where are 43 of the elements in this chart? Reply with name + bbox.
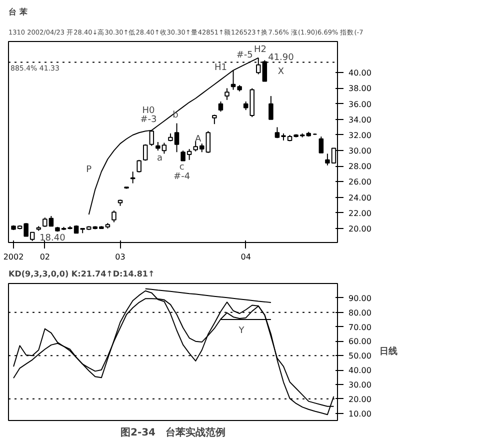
y-tick-label: 80.00 (348, 308, 372, 318)
y-tick-label: 26.00 (348, 178, 372, 187)
y-tick-label: 28.00 (348, 162, 372, 172)
y-tick-label: 70.00 (348, 322, 372, 332)
y-tick-label: 50.00 (348, 352, 372, 361)
x-tick-label: 04 (240, 252, 251, 262)
y-tick-label: 40.00 (348, 68, 372, 78)
y-tick-label: 38.00 (348, 84, 372, 94)
y-tick-label: 40.00 (348, 366, 372, 376)
y-tick-label: 30.00 (348, 146, 372, 156)
annotation: b (172, 110, 179, 121)
annotation: H1 (214, 62, 227, 73)
annotation: c (179, 162, 184, 173)
y-tick-label: 20.00 (348, 224, 372, 234)
annotation: X (278, 66, 284, 77)
chart-title: 台 苯 (8, 8, 28, 16)
x-tick-label: 03 (115, 252, 126, 262)
annotation: Y (238, 326, 245, 336)
chart-title: KD(9,3,3,0,0) K:21.74↑D:14.81↑ (8, 270, 155, 278)
annotation: #-3 (140, 115, 157, 126)
annotation: 18.40 (40, 234, 66, 244)
y-tick-label: 36.00 (348, 100, 372, 109)
annotation: #-4 (174, 172, 190, 182)
y-tick-label: 22.00 (348, 208, 372, 218)
annotation: H0 (142, 106, 156, 116)
y-tick-label: 30.00 (348, 380, 372, 390)
x-tick-label: 02 (40, 252, 50, 262)
annotation: #-5 (236, 50, 253, 61)
y-tick-label: 90.00 (348, 294, 372, 303)
annotation: P (86, 165, 92, 176)
annotation: a (157, 153, 163, 164)
x-tick-label: 2002 (3, 252, 24, 262)
y-axis-title: 日线 (379, 346, 398, 357)
y-tick-label: 32.00 (348, 130, 372, 140)
caption: 图2-34 台苯实战范例 (120, 426, 226, 438)
annotation: 41.90 (268, 52, 294, 63)
y-tick-label: 10.00 (348, 409, 372, 418)
y-tick-label: 20.00 (348, 394, 372, 404)
y-tick-label: 34.00 (348, 115, 372, 124)
y-tick-label: 24.00 (348, 193, 372, 202)
y-tick-label: 60.00 (348, 337, 372, 346)
annotation: H2 (254, 45, 267, 56)
annotation: A (195, 134, 202, 145)
